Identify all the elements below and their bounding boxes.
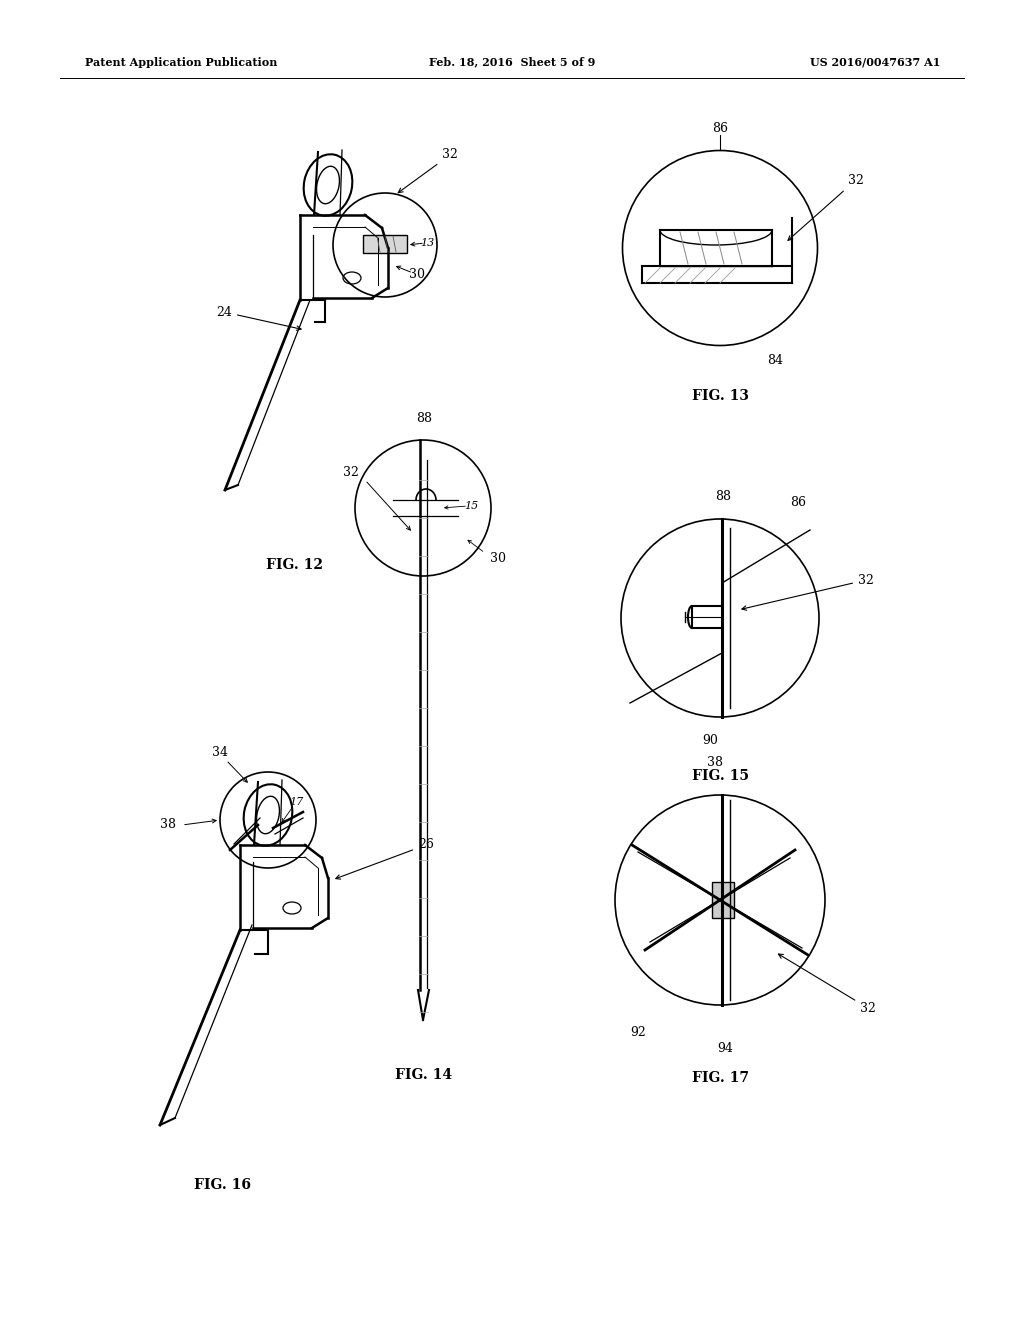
- Text: 88: 88: [416, 412, 432, 425]
- Text: 30: 30: [409, 268, 425, 281]
- Bar: [712, 882, 734, 917]
- Text: 32: 32: [742, 573, 873, 610]
- Text: 26: 26: [336, 838, 434, 879]
- Text: FIG. 16: FIG. 16: [194, 1177, 251, 1192]
- Text: 32: 32: [788, 173, 864, 240]
- Text: Patent Application Publication: Patent Application Publication: [85, 57, 278, 67]
- Text: 92: 92: [630, 1026, 646, 1039]
- Text: Feb. 18, 2016  Sheet 5 of 9: Feb. 18, 2016 Sheet 5 of 9: [429, 57, 595, 67]
- Text: 30: 30: [490, 552, 506, 565]
- Bar: [362, 235, 407, 253]
- Text: 32: 32: [343, 466, 359, 479]
- Text: 86: 86: [790, 496, 806, 510]
- Text: 94: 94: [717, 1041, 733, 1055]
- Text: 13: 13: [420, 238, 434, 248]
- Text: FIG. 12: FIG. 12: [266, 558, 324, 572]
- Text: 17: 17: [289, 797, 303, 807]
- Text: FIG. 14: FIG. 14: [395, 1068, 453, 1082]
- Text: FIG. 13: FIG. 13: [691, 389, 749, 403]
- Text: 84: 84: [767, 354, 783, 367]
- Text: 32: 32: [778, 954, 876, 1015]
- Text: 24: 24: [216, 305, 301, 330]
- Text: FIG. 15: FIG. 15: [691, 770, 749, 783]
- Text: 38: 38: [160, 818, 176, 832]
- Text: 15: 15: [464, 502, 478, 511]
- Text: FIG. 17: FIG. 17: [691, 1071, 749, 1085]
- Text: 86: 86: [712, 121, 728, 135]
- Text: 38: 38: [707, 755, 723, 768]
- Text: 34: 34: [212, 746, 228, 759]
- Text: US 2016/0047637 A1: US 2016/0047637 A1: [810, 57, 940, 67]
- Text: 90: 90: [702, 734, 718, 747]
- Text: 88: 88: [715, 490, 731, 503]
- Text: 32: 32: [398, 149, 458, 193]
